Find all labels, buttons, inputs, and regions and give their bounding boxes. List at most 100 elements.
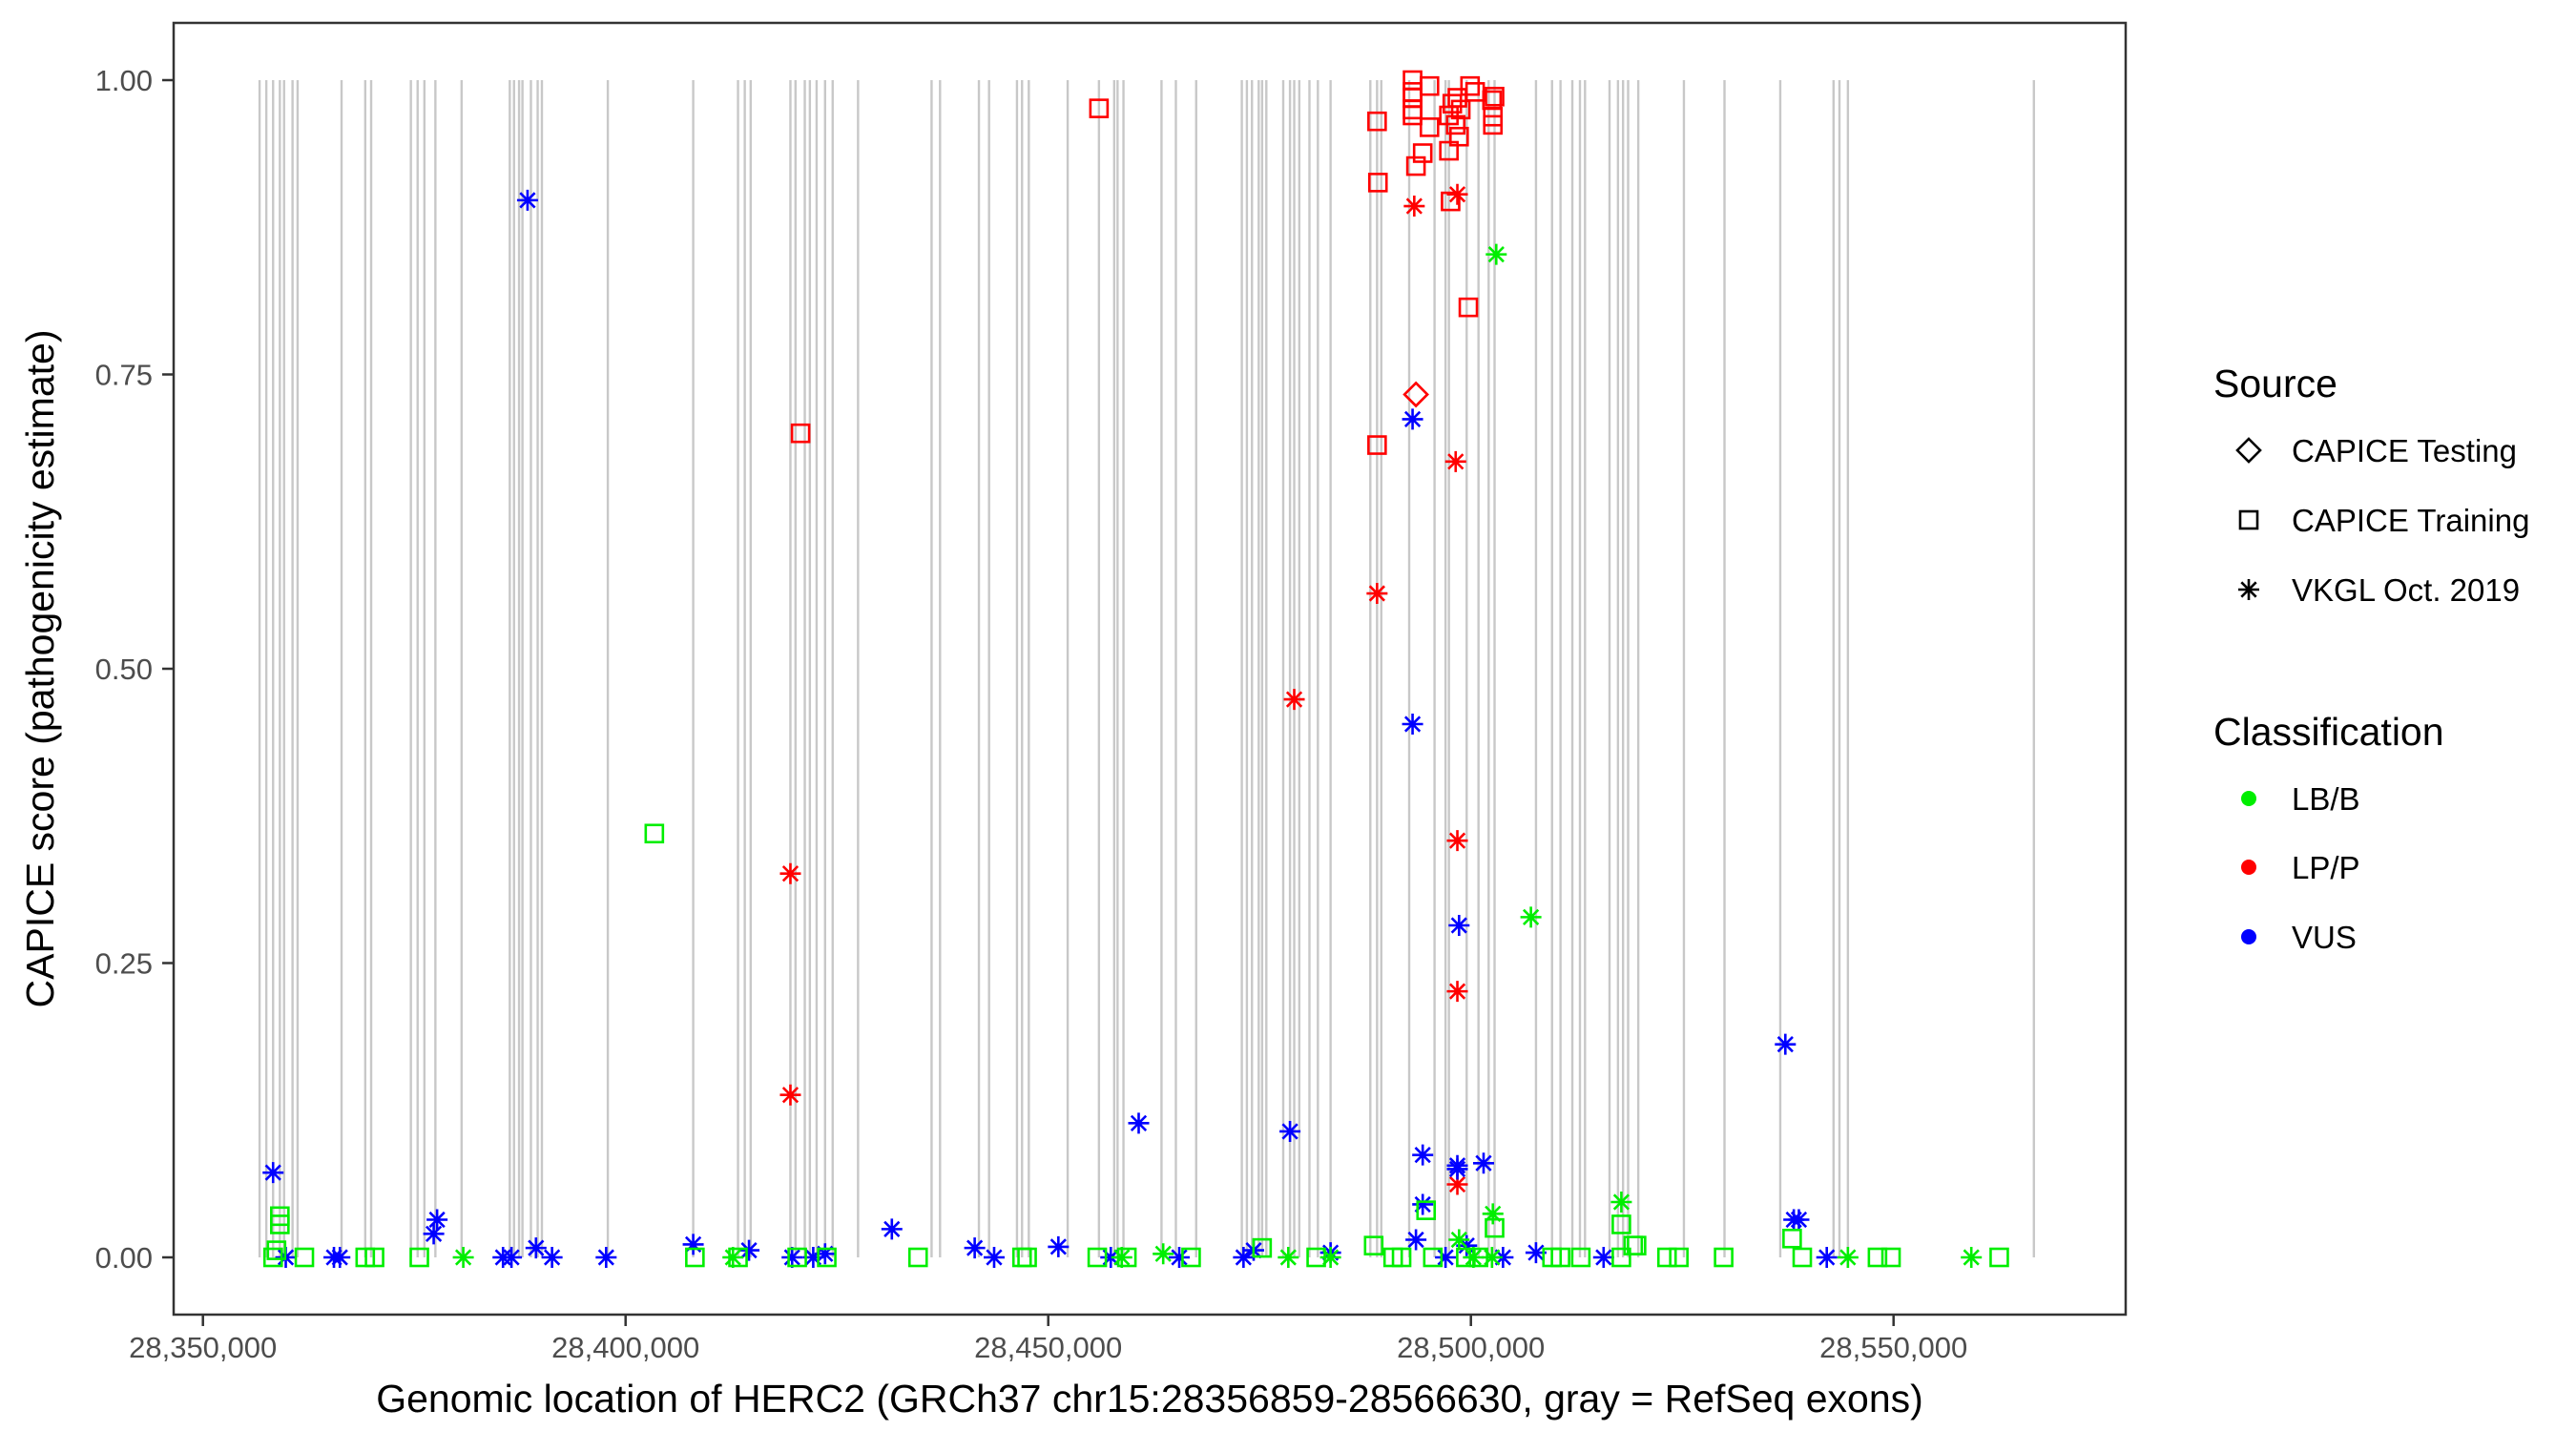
data-point bbox=[1366, 583, 1388, 605]
data-point bbox=[1391, 1247, 1412, 1268]
legend-label-class: LB/B bbox=[2292, 781, 2360, 817]
data-point bbox=[1611, 1214, 1631, 1234]
legend-key-dot-icon bbox=[2241, 791, 2256, 806]
data-point bbox=[516, 189, 538, 211]
data-point bbox=[1441, 191, 1461, 212]
legend-key-diamond-icon bbox=[2235, 437, 2262, 464]
data-point bbox=[738, 1239, 760, 1261]
data-point bbox=[1592, 1247, 1614, 1268]
legend-key-asterisk-icon bbox=[2238, 579, 2259, 600]
data-point bbox=[1111, 1247, 1132, 1268]
data-point bbox=[262, 1247, 283, 1268]
data-point bbox=[814, 1243, 836, 1265]
data-point bbox=[1669, 1247, 1689, 1268]
data-point bbox=[1402, 105, 1423, 126]
data-point bbox=[1367, 173, 1388, 193]
data-point bbox=[294, 1247, 315, 1268]
x-axis-title: Genomic location of HERC2 (GRCh37 chr15:… bbox=[376, 1377, 1923, 1421]
data-point bbox=[1446, 1154, 1468, 1176]
data-point bbox=[685, 1247, 705, 1268]
data-point bbox=[1017, 1247, 1037, 1268]
data-point bbox=[595, 1247, 617, 1268]
data-point bbox=[802, 1247, 824, 1268]
data-point bbox=[1405, 156, 1426, 176]
legend-label-class: VUS bbox=[2292, 920, 2357, 955]
data-point bbox=[1880, 1247, 1901, 1268]
data-point bbox=[1481, 1247, 1503, 1268]
data-point bbox=[1445, 114, 1466, 135]
data-point bbox=[1446, 981, 1468, 1003]
data-point bbox=[1448, 126, 1469, 147]
data-point bbox=[1482, 1203, 1504, 1225]
legend-key-square-icon bbox=[2238, 509, 2259, 530]
y-tick-label: 0.25 bbox=[95, 947, 153, 981]
data-point bbox=[1492, 1247, 1514, 1268]
data-point bbox=[682, 1234, 704, 1255]
data-point bbox=[1448, 1229, 1470, 1251]
data-point bbox=[1837, 1247, 1859, 1268]
data-point bbox=[1439, 140, 1459, 161]
data-point bbox=[1610, 1192, 1632, 1213]
data-point bbox=[1169, 1247, 1191, 1268]
data-point bbox=[1446, 830, 1468, 852]
data-point bbox=[1278, 1247, 1299, 1268]
data-point bbox=[1961, 1247, 1983, 1268]
x-axis-ticks: 28,350,000 28,400,000 28,450,000 28,500,000… bbox=[129, 1315, 1967, 1364]
data-point bbox=[1416, 1200, 1437, 1220]
data-point bbox=[1458, 297, 1479, 318]
data-point bbox=[964, 1237, 986, 1259]
data-point bbox=[1405, 1229, 1427, 1251]
data-point bbox=[1788, 1209, 1810, 1231]
data-point bbox=[1181, 1247, 1201, 1268]
data-point bbox=[1611, 1247, 1631, 1268]
data-point bbox=[1450, 99, 1471, 120]
data-point bbox=[790, 423, 811, 444]
data-point bbox=[266, 1240, 287, 1260]
data-point bbox=[1775, 1033, 1797, 1055]
data-point bbox=[1423, 1247, 1444, 1268]
data-point bbox=[1402, 713, 1423, 735]
data-point bbox=[1089, 98, 1110, 118]
data-point bbox=[722, 1247, 744, 1268]
data-point bbox=[781, 1247, 803, 1268]
data-point bbox=[1367, 111, 1387, 132]
data-point bbox=[1472, 1152, 1494, 1174]
data-point bbox=[1252, 1237, 1273, 1258]
data-point bbox=[1656, 1247, 1677, 1268]
legend-label-source: VKGL Oct. 2019 bbox=[2292, 572, 2520, 608]
data-point bbox=[1402, 408, 1423, 430]
data-point bbox=[1570, 1247, 1591, 1268]
data-point bbox=[779, 1084, 801, 1106]
y-tick-label: 0.50 bbox=[95, 653, 153, 686]
y-tick-label: 1.00 bbox=[95, 64, 153, 97]
data-point bbox=[984, 1247, 1005, 1268]
data-point bbox=[262, 1162, 284, 1184]
data-point bbox=[364, 1247, 384, 1268]
data-point bbox=[525, 1237, 547, 1259]
legend-title-source: Source bbox=[2213, 362, 2337, 405]
x-tick-label: 28,550,000 bbox=[1819, 1331, 1967, 1364]
data-point bbox=[1460, 75, 1481, 96]
data-point bbox=[329, 1247, 351, 1268]
data-point bbox=[1319, 1247, 1341, 1268]
data-point bbox=[1306, 1247, 1326, 1268]
data-point bbox=[1485, 243, 1507, 265]
data-point bbox=[1448, 915, 1470, 937]
data-point bbox=[1792, 1247, 1813, 1268]
data-point bbox=[423, 1223, 445, 1245]
data-point bbox=[1446, 1173, 1468, 1195]
data-point bbox=[779, 862, 801, 884]
data-point bbox=[1867, 1247, 1888, 1268]
y-tick-label: 0.75 bbox=[95, 359, 153, 392]
data-point bbox=[881, 1218, 903, 1240]
data-point bbox=[1100, 1247, 1122, 1268]
data-point bbox=[501, 1247, 523, 1268]
data-point bbox=[1363, 1235, 1384, 1255]
legend: Source CAPICE Testing CAPICE Training VKGL… bbox=[2213, 362, 2529, 955]
exon-lines bbox=[258, 80, 2035, 1257]
y-tick-label: 0.00 bbox=[95, 1241, 153, 1275]
legend-label-source: CAPICE Testing bbox=[2292, 433, 2517, 468]
data-point bbox=[1782, 1228, 1802, 1249]
legend-key-dot-icon bbox=[2241, 929, 2256, 944]
